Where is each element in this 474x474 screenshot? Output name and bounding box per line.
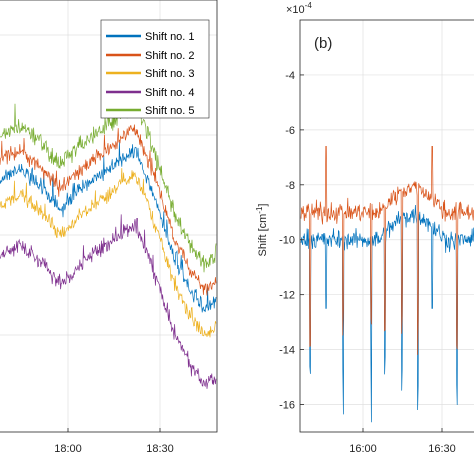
right-panel: -4-6-8-10-12-14-16 16:00 16:30 ×10-4 (b) … <box>255 1 474 455</box>
right-grid <box>300 20 474 432</box>
y-multiplier: ×10-4 <box>286 1 312 16</box>
right-y-tick-label: -10 <box>279 235 295 247</box>
legend-label-1: Shift no. 1 <box>145 31 195 43</box>
right-series-line <box>300 145 474 355</box>
left-series-line <box>0 142 217 313</box>
legend-label-2: Shift no. 2 <box>145 50 195 62</box>
left-axes-box <box>0 0 218 433</box>
right-x-tick-label: 16:30 <box>428 443 456 455</box>
left-legend: Shift no. 1 Shift no. 2 Shift no. 3 Shif… <box>100 19 210 119</box>
left-x-tick-label: 18:00 <box>54 443 82 455</box>
right-series-line <box>300 204 474 423</box>
right-x-tick-label: 16:00 <box>349 443 377 455</box>
right-y-tick-label: -8 <box>285 180 295 192</box>
legend-label-3: Shift no. 3 <box>145 68 195 80</box>
right-y-tick-label: -16 <box>279 400 295 412</box>
y-axis-label: Shift [cm-1] <box>255 204 269 257</box>
left-x-ticks: 18:00 18:30 <box>54 428 174 455</box>
right-y-tick-label: -14 <box>279 345 295 357</box>
panel-label-b: (b) <box>314 35 332 52</box>
left-series-lines <box>0 99 217 389</box>
right-axes-box <box>299 19 474 433</box>
left-x-tick-label: 18:30 <box>146 443 174 455</box>
left-series-line <box>0 124 217 296</box>
right-y-tick-label: -6 <box>285 125 295 137</box>
right-y-tick-label: -4 <box>285 70 295 82</box>
legend-label-4: Shift no. 4 <box>145 87 195 99</box>
right-x-ticks: 16:00 16:30 <box>349 428 456 455</box>
legend-label-5: Shift no. 5 <box>145 105 195 117</box>
right-series-lines <box>300 145 474 423</box>
right-y-tick-label: -12 <box>279 290 295 302</box>
right-y-ticks: -4 -6 -8 -10 -12 -14 -16 <box>279 70 304 412</box>
left-series-line <box>0 214 217 389</box>
left-panel: 18:00 18:30 Shift no. 1 Shift no. 2 Shift… <box>0 0 218 455</box>
left-series-line <box>0 168 217 338</box>
